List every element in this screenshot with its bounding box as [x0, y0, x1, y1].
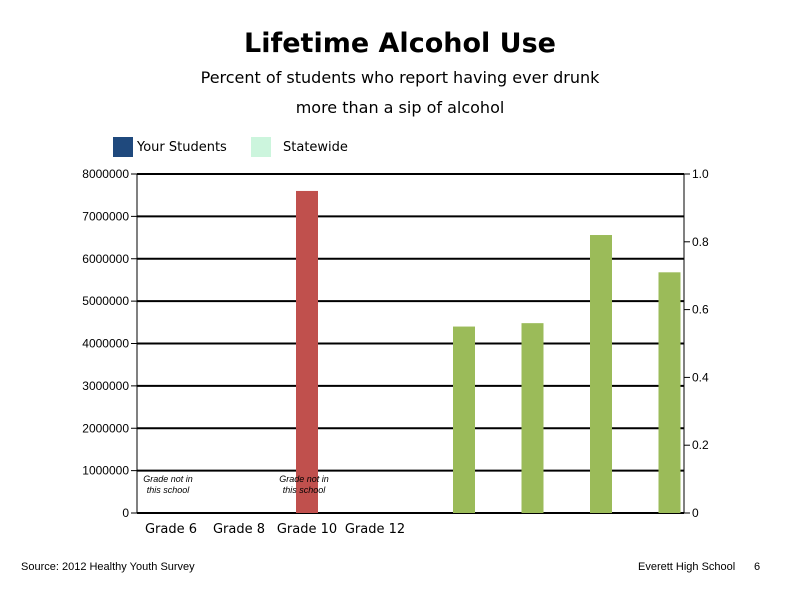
legend-label-statewide: Statewide	[283, 139, 348, 155]
footer-source: Source: 2012 Healthy Youth Survey	[21, 561, 195, 573]
y-left-tick-label: 8000000	[82, 167, 129, 181]
footer-page-number: 6	[754, 561, 761, 573]
chart-title: Lifetime Alcohol Use	[244, 28, 556, 59]
y-left-tick-label: 0	[122, 506, 129, 520]
annotation-grade-not-in-school: Grade not in	[279, 474, 329, 484]
legend-item-statewide: Statewide	[251, 137, 348, 157]
legend-label-your-students: Your Students	[137, 139, 227, 155]
y-left-tick-label: 2000000	[82, 421, 129, 435]
x-tick-label: Grade 12	[345, 522, 405, 537]
bar-green	[521, 323, 544, 513]
y-left-tick-label: 7000000	[82, 209, 129, 223]
y-left-tick-label: 1000000	[82, 464, 129, 478]
x-tick-label: Grade 6	[145, 522, 197, 537]
chart-subtitle-line-1: Percent of students who report having ev…	[200, 68, 600, 87]
y-right-tick-label: 0.2	[692, 438, 709, 452]
chart-subtitle-line-2: more than a sip of alcohol	[295, 98, 505, 117]
y-right-tick-label: 0.4	[692, 370, 709, 384]
bar-your-students	[296, 190, 318, 513]
bar-green	[453, 326, 475, 513]
y-left-tick-label: 4000000	[82, 337, 129, 351]
bar-green	[658, 272, 681, 513]
y-right-tick-label: 0.8	[692, 235, 709, 249]
bar-green	[590, 235, 612, 513]
legend-swatch-your-students	[113, 137, 133, 157]
y-right-tick-label: 0.6	[692, 303, 709, 317]
legend-swatch-statewide	[251, 137, 271, 157]
x-tick-label: Grade 10	[277, 522, 337, 537]
annotation-grade-not-in-school: this school	[283, 485, 327, 495]
legend-item-your-students: Your Students	[113, 137, 227, 157]
y-left-tick-label: 3000000	[82, 379, 129, 393]
y-left-tick-label: 6000000	[82, 252, 129, 266]
y-right-tick-label: 1.0	[692, 167, 709, 181]
y-right-tick-label: 0	[692, 506, 699, 520]
footer-school-name: Everett High School	[638, 561, 736, 573]
annotation-grade-not-in-school: Grade not in	[143, 474, 193, 484]
x-tick-label: Grade 8	[213, 522, 265, 537]
y-left-tick-label: 5000000	[82, 294, 129, 308]
annotation-grade-not-in-school: this school	[147, 485, 191, 495]
